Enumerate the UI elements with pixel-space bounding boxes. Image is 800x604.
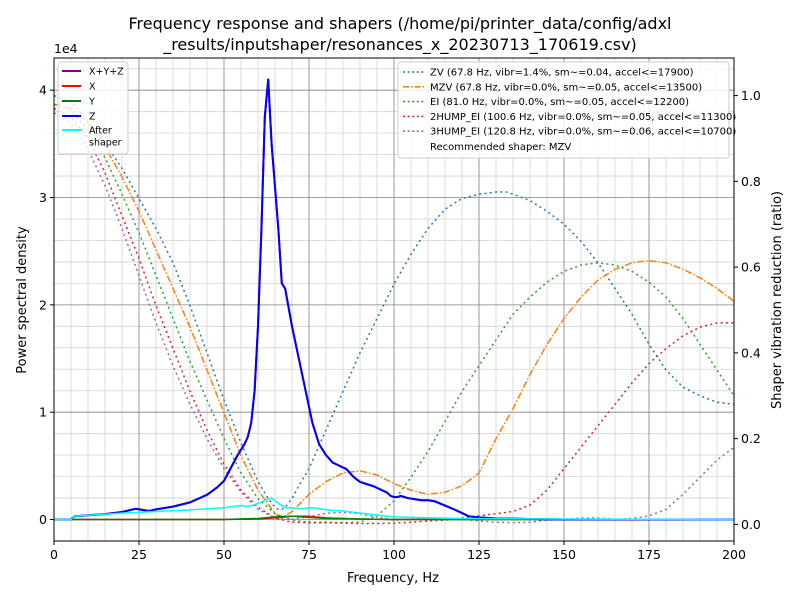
x-tick-label: 125 <box>467 547 491 562</box>
x-tick-label: 100 <box>382 547 406 562</box>
psd-legend-label: Y <box>88 97 95 108</box>
psd-legend-label: After <box>89 126 112 137</box>
chart-title-line-2: _results/inputshaper/resonances_x_202307… <box>162 35 637 55</box>
shaper-curves <box>54 94 734 525</box>
shaper-curve-mzv <box>54 103 734 517</box>
x-tick-label: 150 <box>552 547 576 562</box>
x-tick-label: 50 <box>216 547 232 562</box>
psd-legend-label: X+Y+Z <box>89 67 124 78</box>
y-offset-label: 1e4 <box>54 41 78 56</box>
shaper-legend-label: 3HUMP_EI (120.8 Hz, vibr=0.0%, sm~=0.06,… <box>430 127 736 138</box>
psd-curves <box>54 78 734 521</box>
shaper-legend-label: MZV (67.8 Hz, vibr=0.0%, sm~=0.05, accel… <box>430 82 702 93</box>
y2-tick-label: 0.6 <box>741 260 761 275</box>
shaper-legend-box <box>397 61 730 159</box>
x-tick-label: 0 <box>50 547 58 562</box>
x-tick-label: 200 <box>722 547 746 562</box>
psd-curve-z <box>54 78 734 521</box>
shaper-legend: ZV (67.8 Hz, vibr=1.4%, sm~=0.04, accel<… <box>397 61 736 159</box>
psd-curve-after-shaper <box>54 497 734 521</box>
y2-tick-label: 0.8 <box>741 174 761 189</box>
y2-tick-label: 0.2 <box>741 431 761 446</box>
y-tick-label: 1 <box>39 405 47 420</box>
psd-legend-label: Z <box>89 112 96 123</box>
x-tick-label: 25 <box>131 547 147 562</box>
x-tick-label: 75 <box>301 547 317 562</box>
y2-tick-label: 1.0 <box>741 88 761 103</box>
shaper-curve-2hump-ei <box>54 107 734 525</box>
psd-legend-label: shaper <box>89 138 122 149</box>
shaper-curve-zv <box>54 94 734 511</box>
shaper-curve-ei <box>54 103 734 524</box>
y-tick-label: 4 <box>39 83 47 98</box>
y-tick-label: 3 <box>39 190 47 205</box>
x-axis-label: Frequency, Hz <box>347 571 439 586</box>
y2-axis-label: Shaper vibration reduction (ratio) <box>770 191 785 409</box>
recommended-shaper-note: Recommended shaper: MZV <box>430 142 571 153</box>
axes: 0 25 50 75 100 125 150 175 200 0 1 2 3 4 0.0 0.2 0.4 0.6 0… <box>39 57 761 562</box>
chart-title-line-1: Frequency response and shapers (/home/pi… <box>128 14 671 34</box>
psd-legend-label: X <box>89 82 96 93</box>
y-tick-label: 0 <box>39 512 47 527</box>
shaper-legend-label: ZV (67.8 Hz, vibr=1.4%, sm~=0.04, accel<… <box>430 68 694 79</box>
y-tick-label: 2 <box>39 297 47 312</box>
x-tick-label: 175 <box>637 547 661 562</box>
psd-curve-y <box>54 515 734 521</box>
shaper-legend-label: EI (81.0 Hz, vibr=0.0%, sm~=0.05, accel<… <box>430 97 689 108</box>
y2-tick-label: 0.4 <box>741 345 761 360</box>
y2-tick-label: 0.0 <box>741 517 761 532</box>
y-axis-label: Power spectral density <box>15 226 30 374</box>
shaper-legend-label: 2HUMP_EI (100.6 Hz, vibr=0.0%, sm~=0.05,… <box>430 112 736 123</box>
